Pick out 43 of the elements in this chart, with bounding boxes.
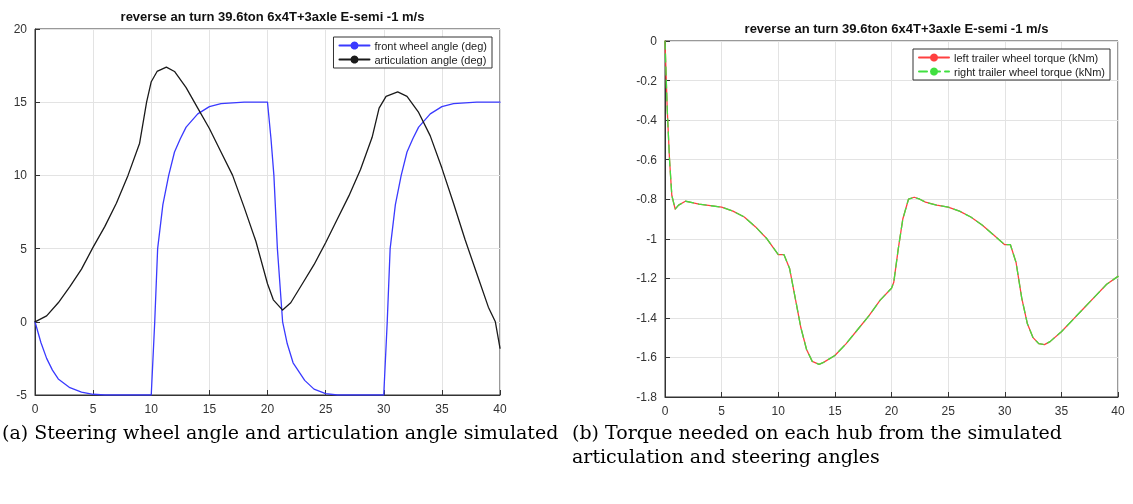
- x-tick-label: 35: [1054, 404, 1069, 418]
- legend-label: front wheel angle (deg): [374, 39, 487, 52]
- y-tick-label: 10: [13, 168, 28, 183]
- x-tick-label: 15: [828, 404, 842, 418]
- y-tick-label: -5: [16, 388, 28, 402]
- legend-label: left trailer wheel torque (kNm): [954, 51, 1099, 64]
- line-series: [34, 66, 501, 349]
- x-tick-label: 15: [202, 402, 217, 416]
- y-tick-label: -0.6: [636, 152, 658, 167]
- y-tick-label: -1.2: [636, 271, 658, 286]
- y-tick-label: -0.8: [636, 192, 658, 207]
- legend-label: articulation angle (deg): [374, 53, 487, 66]
- y-tick-label: 15: [13, 95, 28, 110]
- x-tick-label: 40: [493, 402, 507, 416]
- x-tick-label: 0: [31, 402, 39, 416]
- text: (a) Steering wheel angle and articulation angle simulated: [1, 420, 560, 444]
- x-tick-label: 30: [998, 404, 1012, 418]
- x-tick-label: 5: [718, 404, 726, 418]
- y-tick-label: -0.2: [636, 73, 658, 88]
- x-tick-label: 25: [941, 404, 956, 418]
- y-tick-label: -0.4: [636, 113, 658, 128]
- x-tick-label: 30: [377, 402, 391, 416]
- y-tick-label: 5: [20, 241, 28, 256]
- legend-label: right trailer wheel torque (kNm): [954, 65, 1106, 78]
- x-tick-label: 10: [771, 404, 786, 418]
- x-tick-label: 40: [1111, 404, 1125, 418]
- y-tick-label: 0: [20, 314, 28, 329]
- chart-title: reverse an turn 39.6ton 6x4T+3axle E-semi -1 m/s: [744, 21, 1049, 36]
- x-tick-label: 10: [144, 402, 159, 416]
- y-tick-label: -1: [646, 231, 658, 246]
- x-tick-label: 35: [435, 402, 449, 416]
- x-tick-label: 20: [884, 404, 899, 418]
- x-tick-label: 20: [260, 402, 275, 416]
- y-tick-label: -1.6: [636, 350, 658, 365]
- chart-title: reverse an turn 39.6ton 6x4T+3axle E-semi -1 m/s: [120, 9, 425, 24]
- text: (b) Torque needed on each hub from the simulated articulation and steering angles: [571, 420, 1063, 468]
- x-tick-label: 5: [89, 402, 97, 416]
- y-tick-label: 0: [650, 34, 658, 48]
- y-tick-label: -1.4: [636, 310, 658, 325]
- x-tick-label: 0: [661, 404, 669, 418]
- x-tick-label: 25: [318, 402, 333, 416]
- y-tick-label: -1.8: [636, 390, 658, 404]
- y-tick-label: 20: [13, 22, 28, 36]
